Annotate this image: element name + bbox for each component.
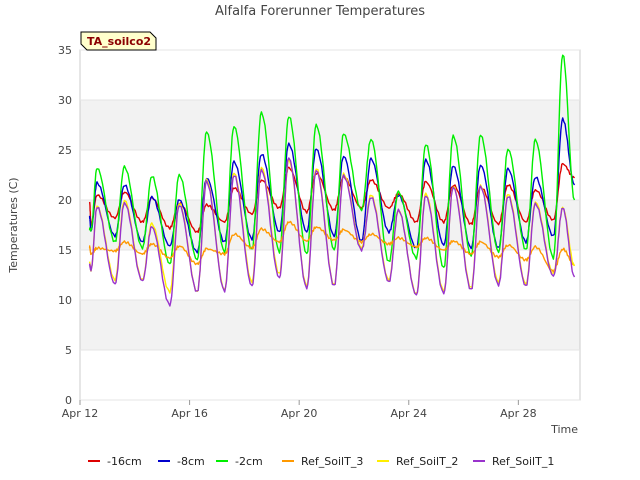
legend-item: -8cm [158, 455, 205, 468]
legend-label: -16cm [107, 455, 142, 468]
y-axis-label: Temperatures (C) [7, 177, 20, 273]
y-tick-label: 30 [58, 94, 72, 107]
y-tick-label: 20 [58, 194, 72, 207]
y-axis: 0 5 10 15 20 25 30 35 [58, 44, 580, 407]
series-lines [88, 54, 576, 307]
series-line-2cm [88, 54, 576, 268]
grid-bands [80, 50, 580, 400]
grid-band [80, 50, 580, 100]
x-axis-label: Time [550, 423, 578, 436]
legend-label: Ref_SoilT_2 [396, 455, 458, 468]
x-tick-label: Apr 16 [171, 407, 208, 420]
chart-title: Alfalfa Forerunner Temperatures [215, 4, 425, 19]
site-badge-label: TA_soilco2 [87, 35, 151, 48]
grid-band [80, 150, 580, 200]
x-tick-label: Apr 20 [281, 407, 318, 420]
legend-label: -2cm [235, 455, 263, 468]
y-tick-label: 10 [58, 294, 72, 307]
legend-label: -8cm [177, 455, 205, 468]
grid-band [80, 250, 580, 300]
x-tick-label: Apr 24 [391, 407, 428, 420]
legend-item: Ref_SoilT_2 [377, 455, 458, 468]
x-tick-label: Apr 12 [62, 407, 99, 420]
legend-item: -16cm [88, 455, 142, 468]
y-tick-label: 15 [58, 244, 72, 257]
legend-label: Ref_SoilT_1 [492, 455, 554, 468]
y-tick-label: 0 [65, 394, 72, 407]
legend-item: Ref_SoilT_3 [282, 455, 363, 468]
y-tick-label: 5 [65, 344, 72, 357]
legend: -16cm -8cm -2cm Ref_SoilT_3 Ref_SoilT_2 Ref_S… [88, 455, 554, 468]
site-badge-shape [80, 31, 157, 51]
grid-band [80, 300, 580, 350]
legend-item: Ref_SoilT_1 [473, 455, 554, 468]
y-tick-label: 25 [58, 144, 72, 157]
y-tick-label: 35 [58, 44, 72, 57]
grid-band [80, 100, 580, 150]
legend-label: Ref_SoilT_3 [301, 455, 363, 468]
legend-item: -2cm [216, 455, 263, 468]
grid-band [80, 350, 580, 400]
x-tick-label: Apr 28 [500, 407, 537, 420]
site-badge: TA_soilco2 [80, 31, 157, 51]
x-axis: Apr 12 Apr 16 Apr 20 Apr 24 Apr 28 [62, 400, 537, 420]
series-line-ref-soilt-1 [88, 157, 576, 307]
